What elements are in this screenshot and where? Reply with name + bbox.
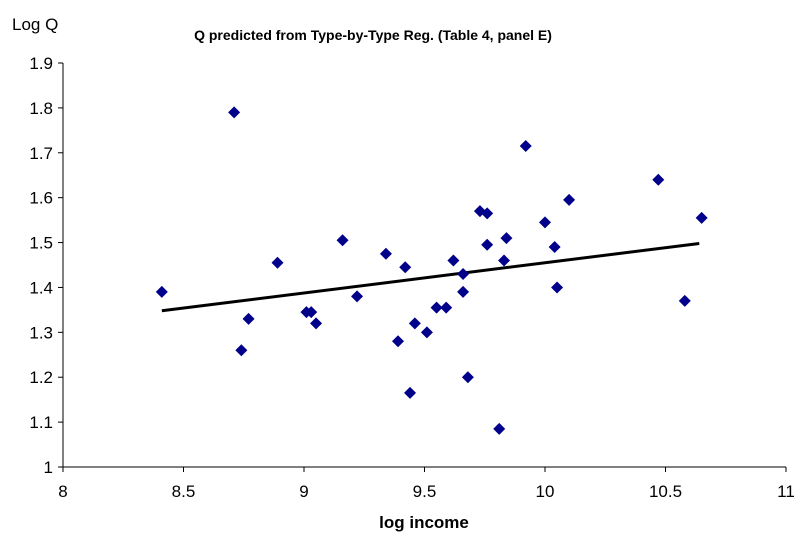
data-point xyxy=(379,247,392,260)
data-point xyxy=(695,211,708,224)
data-point xyxy=(336,234,349,247)
data-point xyxy=(408,317,421,330)
data-point xyxy=(678,294,691,307)
y-tick-label: 1.2 xyxy=(29,368,53,387)
data-points-layer xyxy=(155,106,708,435)
data-point xyxy=(228,106,241,119)
x-tick-label: 8.5 xyxy=(172,482,196,501)
data-point xyxy=(498,254,511,267)
data-point xyxy=(461,371,474,384)
y-tick-label: 1.6 xyxy=(29,189,53,208)
y-tick-label: 1.1 xyxy=(29,413,53,432)
y-tick-label: 1.8 xyxy=(29,99,53,118)
data-point xyxy=(548,241,561,254)
x-tick-label: 10 xyxy=(536,482,555,501)
y-tick-label: 1 xyxy=(44,458,53,477)
data-point xyxy=(420,326,433,339)
x-tick-label: 9.5 xyxy=(413,482,437,501)
data-point xyxy=(652,173,665,186)
data-point xyxy=(430,301,443,314)
data-point xyxy=(242,312,255,325)
data-point xyxy=(305,306,318,319)
trendline-layer xyxy=(161,241,700,313)
data-point xyxy=(391,335,404,348)
data-point xyxy=(155,285,168,298)
data-point xyxy=(481,207,494,220)
y-tick-label: 1.9 xyxy=(29,54,53,73)
y-axis-label: Log Q xyxy=(12,15,58,34)
data-point xyxy=(493,422,506,435)
data-point xyxy=(563,193,576,206)
x-axis-ticks: 8 8.5 9 9.5 10 10.5 11 xyxy=(58,467,795,501)
x-axis-label: log income xyxy=(379,513,469,532)
data-point xyxy=(310,317,323,330)
data-point xyxy=(351,290,364,303)
data-point xyxy=(457,267,470,280)
data-point xyxy=(440,301,453,314)
chart-title: Q predicted from Type-by-Type Reg. (Tabl… xyxy=(194,27,552,43)
y-axis-ticks: 1 1.1 1.2 1.3 1.4 1.5 1.6 1.7 1.8 1.9 xyxy=(29,54,63,477)
data-point xyxy=(447,254,460,267)
data-point xyxy=(551,281,564,294)
data-point xyxy=(519,140,532,153)
y-tick-label: 1.4 xyxy=(29,278,53,297)
x-tick-label: 10.5 xyxy=(649,482,682,501)
y-tick-label: 1.7 xyxy=(29,144,53,163)
data-point xyxy=(457,285,470,298)
x-tick-label: 9 xyxy=(299,482,308,501)
y-tick-label: 1.5 xyxy=(29,234,53,253)
data-point xyxy=(271,256,284,269)
data-point xyxy=(235,344,248,357)
x-tick-label: 8 xyxy=(58,482,67,501)
data-point xyxy=(539,216,551,229)
data-point xyxy=(399,261,412,274)
x-tick-label: 11 xyxy=(777,482,795,501)
y-tick-label: 1.3 xyxy=(29,323,53,342)
data-point xyxy=(404,386,417,399)
trendline xyxy=(161,241,700,313)
axes: 1 1.1 1.2 1.3 1.4 1.5 1.6 1.7 1.8 1.9 8 8.5 9 9.5 10 1… xyxy=(29,54,794,501)
data-point xyxy=(500,232,513,245)
data-point xyxy=(481,238,494,251)
